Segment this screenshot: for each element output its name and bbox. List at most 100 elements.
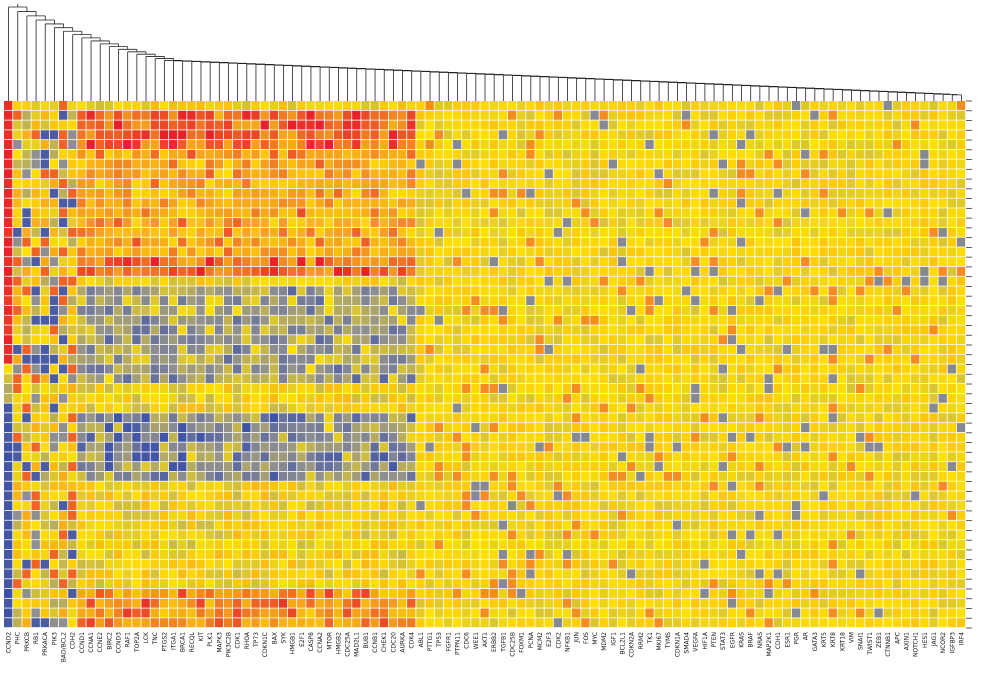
heatmap-cell xyxy=(389,413,397,422)
heatmap-cell xyxy=(444,247,452,256)
heatmap-cell xyxy=(334,433,342,442)
heatmap-cell xyxy=(114,169,122,178)
heatmap-cell xyxy=(535,286,543,295)
heatmap-cell xyxy=(948,384,956,393)
heatmap-cell xyxy=(911,482,919,491)
heatmap-cell xyxy=(581,511,589,520)
heatmap-cell xyxy=(728,306,736,315)
heatmap-cell xyxy=(334,140,342,149)
heatmap-cell xyxy=(370,316,378,325)
heatmap-cell xyxy=(444,101,452,110)
heatmap-cell xyxy=(361,111,369,120)
heatmap-cell xyxy=(508,462,516,471)
heatmap-cell xyxy=(380,443,388,452)
heatmap-cell xyxy=(196,218,204,227)
heatmap-cell xyxy=(50,247,58,256)
heatmap-cell xyxy=(325,462,333,471)
heatmap-cell xyxy=(297,121,305,130)
heatmap-cell xyxy=(655,374,663,383)
heatmap-cell xyxy=(453,365,461,374)
heatmap-cell xyxy=(746,374,754,383)
heatmap-cell xyxy=(178,530,186,539)
heatmap-cell xyxy=(865,423,873,432)
heatmap-cell xyxy=(398,452,406,461)
heatmap-cell xyxy=(261,491,269,500)
heatmap-cell xyxy=(682,501,690,510)
heatmap-cell xyxy=(31,491,39,500)
heatmap-cell xyxy=(627,208,635,217)
heatmap-cell xyxy=(160,228,168,237)
heatmap-cell xyxy=(132,374,140,383)
heatmap-cell xyxy=(709,423,717,432)
heatmap-cell xyxy=(123,257,131,266)
heatmap-cell xyxy=(96,228,104,237)
heatmap-cell xyxy=(865,150,873,159)
heatmap-cell xyxy=(270,501,278,510)
heatmap-cell xyxy=(728,433,736,442)
heatmap-cell xyxy=(206,325,214,334)
heatmap-cell xyxy=(380,306,388,315)
heatmap-cell xyxy=(829,482,837,491)
heatmap-cell xyxy=(407,355,415,364)
heatmap-cell xyxy=(554,150,562,159)
heatmap-cell xyxy=(636,218,644,227)
heatmap-cell xyxy=(847,482,855,491)
heatmap-cell xyxy=(874,169,882,178)
heatmap-cell xyxy=(948,462,956,471)
heatmap-cell xyxy=(334,257,342,266)
heatmap-cell xyxy=(435,140,443,149)
heatmap-cell xyxy=(581,306,589,315)
heatmap-cell xyxy=(554,335,562,344)
heatmap-cell xyxy=(279,306,287,315)
heatmap-cell xyxy=(847,521,855,530)
heatmap-cell xyxy=(151,277,159,286)
heatmap-cell xyxy=(655,394,663,403)
heatmap-cell xyxy=(600,413,608,422)
heatmap-cell xyxy=(233,179,241,188)
heatmap-cell xyxy=(251,511,259,520)
heatmap-cell xyxy=(31,121,39,130)
heatmap-cell xyxy=(224,394,232,403)
heatmap-cell xyxy=(169,404,177,413)
heatmap-cell xyxy=(490,140,498,149)
heatmap-cell xyxy=(920,101,928,110)
heatmap-cell xyxy=(215,238,223,247)
heatmap-cell xyxy=(480,228,488,237)
heatmap-cell xyxy=(774,160,782,169)
heatmap-cell xyxy=(645,218,653,227)
heatmap-cell xyxy=(581,267,589,276)
heatmap-cell xyxy=(22,413,30,422)
heatmap-cell xyxy=(41,413,49,422)
heatmap-cell xyxy=(215,179,223,188)
heatmap-cell xyxy=(380,374,388,383)
heatmap-cell xyxy=(316,111,324,120)
heatmap-cell xyxy=(957,257,965,266)
heatmap-cell xyxy=(325,482,333,491)
heatmap-cell xyxy=(508,384,516,393)
heatmap-cell xyxy=(865,482,873,491)
heatmap-cell xyxy=(261,394,269,403)
heatmap-cell xyxy=(169,325,177,334)
heatmap-cell xyxy=(838,501,846,510)
heatmap-cell xyxy=(618,482,626,491)
heatmap-cell xyxy=(462,443,470,452)
heatmap-cell xyxy=(673,160,681,169)
heatmap-cell xyxy=(508,423,516,432)
heatmap-cell xyxy=(279,511,287,520)
heatmap-cell xyxy=(233,345,241,354)
heatmap-cell xyxy=(343,140,351,149)
heatmap-cell xyxy=(755,316,763,325)
heatmap-cell xyxy=(361,335,369,344)
heatmap-cell xyxy=(581,160,589,169)
heatmap-cell xyxy=(664,306,672,315)
heatmap-cell xyxy=(764,208,772,217)
heatmap-cell xyxy=(737,150,745,159)
heatmap-cell xyxy=(920,169,928,178)
heatmap-cell xyxy=(50,501,58,510)
heatmap-cell xyxy=(279,433,287,442)
heatmap-cell xyxy=(407,101,415,110)
heatmap-cell xyxy=(838,355,846,364)
heatmap-cell xyxy=(801,160,809,169)
heatmap-cell xyxy=(746,140,754,149)
